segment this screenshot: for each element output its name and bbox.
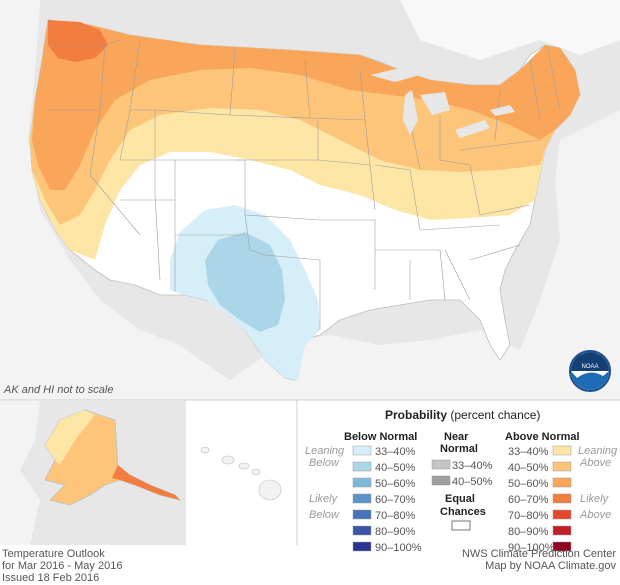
credit-climate-gov: Map by NOAA Climate.gov — [485, 560, 616, 572]
legend-below-header: Below Normal — [344, 431, 417, 443]
alaska-33-40-zone — [45, 410, 95, 465]
credit-cpc: NWS Climate Prediction Center — [461, 548, 616, 560]
canada-region — [400, 0, 620, 60]
below-40-50-zone — [205, 232, 285, 332]
legend-above-label-0: 33–40% — [508, 446, 549, 458]
alaska-60-70-zone — [112, 465, 180, 500]
legend-above-swatch-4 — [552, 509, 572, 520]
outlook-period: for Mar 2016 - May 2016 — [2, 560, 123, 572]
legend-near-header-1: Near — [444, 431, 469, 443]
legend-below-swatch-2 — [352, 477, 372, 488]
legend-above-swatches: 33–40% 40–50% 50–60% 60–70% 70–80% 80–90% 90–1… — [508, 445, 572, 554]
legend-near-label-0: 33–40% — [452, 460, 493, 472]
legend-leaning-above-1: Leaning — [578, 445, 618, 457]
scale-note: AK and HI not to scale — [4, 384, 114, 396]
great-lakes — [370, 68, 515, 138]
legend-title-rest: (percent chance) — [450, 408, 540, 422]
legend-likely-above-2: Above — [579, 509, 611, 521]
legend-likely-below-1: Likely — [309, 493, 339, 505]
legend-above-header: Above Normal — [505, 431, 580, 443]
legend-below-label-0: 33–40% — [375, 446, 416, 458]
legend-near-swatch-0 — [431, 459, 451, 470]
legend-above-label-4: 70–80% — [508, 510, 549, 522]
hawaii-inset-background — [186, 401, 296, 545]
legend-equal-2: Chances — [440, 506, 486, 518]
noaa-logo-text: NOAA — [581, 364, 598, 370]
legend-above-swatch-3 — [552, 493, 572, 504]
legend-above-label-1: 40–50% — [508, 462, 549, 474]
legend-near-header-2: Normal — [440, 443, 478, 455]
legend-below-swatch-4 — [352, 509, 372, 520]
legend-likely-below-2: Below — [309, 509, 340, 521]
legend-below-swatch-5 — [352, 525, 372, 536]
state-borders — [48, 39, 561, 330]
legend-below-swatch-3 — [352, 493, 372, 504]
legend-below-label-1: 40–50% — [375, 462, 416, 474]
legend-below-label-6: 90–100% — [375, 542, 422, 554]
legend-above-label-3: 60–70% — [508, 494, 549, 506]
legend-near-swatches: 33–40% 40–50% — [431, 459, 493, 488]
gulf-of-mexico — [230, 330, 560, 400]
hawaii-islands — [200, 446, 282, 501]
legend-leaning-above-2: Above — [579, 457, 611, 469]
legend-title-bold: Probability — [385, 408, 447, 422]
legend-below-swatch-0 — [352, 445, 372, 456]
legend-below-label-2: 50–60% — [375, 478, 416, 490]
legend-above-swatch-2 — [552, 477, 572, 488]
legend-below-label-4: 70–80% — [375, 510, 416, 522]
legend-equal-1: Equal — [445, 493, 475, 505]
footer-left: Temperature Outlook for Mar 2016 - May 2… — [2, 548, 122, 584]
legend-below-swatch-6 — [352, 541, 372, 552]
atlantic-ocean — [520, 110, 620, 400]
legend-leaning-below-1: Leaning — [305, 445, 345, 457]
legend-above-swatch-1 — [552, 461, 572, 472]
legend-below-label-5: 80–90% — [375, 526, 416, 538]
alaska-inset-sea — [0, 401, 40, 545]
legend: Probability (percent chance) Below Norma… — [305, 408, 618, 554]
footer-right: NWS Climate Prediction Center Map by NOA… — [462, 548, 616, 572]
above-50-60-zone — [32, 20, 580, 190]
legend-above-label-2: 50–60% — [508, 478, 549, 490]
outlook-issued: Issued 18 Feb 2016 — [2, 572, 100, 584]
legend-above-label-5: 80–90% — [508, 526, 549, 538]
legend-below-swatch-1 — [352, 461, 372, 472]
legend-above-swatch-6 — [552, 541, 572, 552]
legend-above-swatch-5 — [552, 525, 572, 536]
noaa-logo: NOAA — [569, 350, 611, 392]
pacific-ocean — [0, 0, 260, 400]
legend-below-swatches: 33–40% 40–50% 50–60% 60–70% 70–80% 80–90% 90–1… — [352, 445, 422, 554]
legend-near-swatch-1 — [431, 475, 451, 486]
legend-title: Probability (percent chance) — [385, 408, 540, 422]
legend-near-label-1: 40–50% — [452, 476, 493, 488]
outlook-title: Temperature Outlook — [2, 548, 105, 560]
legend-leaning-below-2: Below — [309, 457, 340, 469]
above-60-70-zone — [48, 20, 108, 62]
legend-above-label-6: 90–100% — [508, 542, 555, 554]
legend-equal-swatch — [451, 520, 471, 531]
legend-above-swatch-0 — [552, 445, 572, 456]
legend-likely-above-1: Likely — [580, 493, 610, 505]
legend-below-label-3: 60–70% — [375, 494, 416, 506]
